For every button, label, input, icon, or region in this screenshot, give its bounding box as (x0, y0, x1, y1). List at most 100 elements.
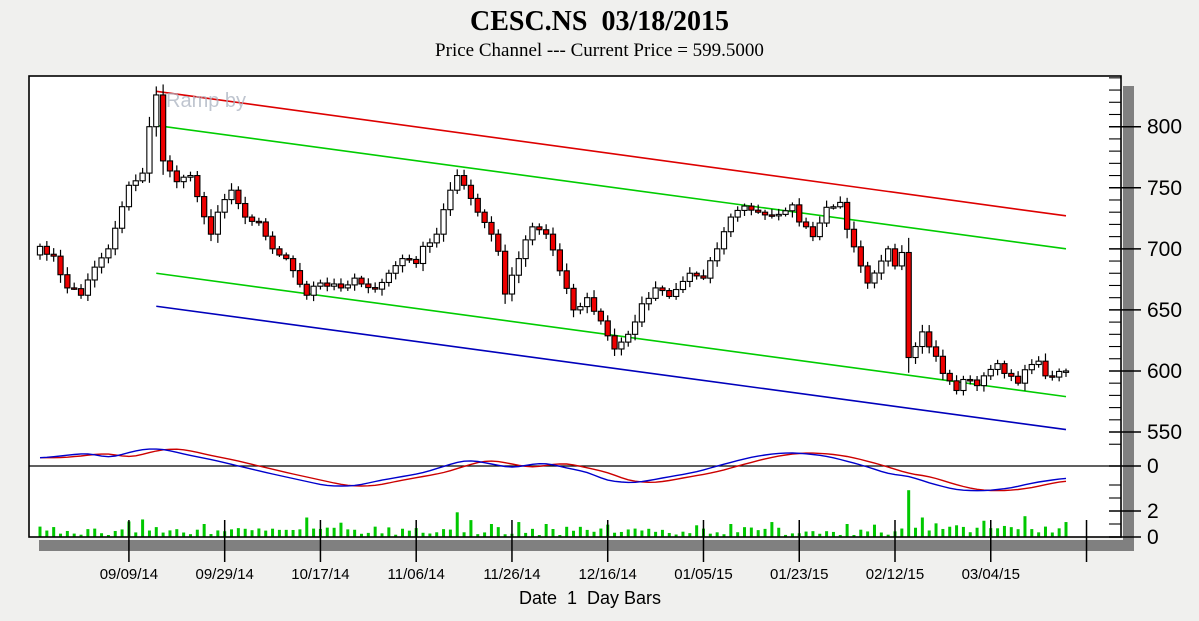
candle-body (242, 202, 249, 218)
candle (406, 254, 413, 263)
chart-title: CESC.NS 03/18/2015 (469, 6, 730, 37)
candle-body (467, 184, 475, 199)
candle (330, 278, 338, 291)
candle (967, 375, 974, 385)
candle-body (618, 341, 625, 350)
candle (980, 372, 988, 392)
candle (112, 220, 119, 256)
oscillator-lines (39, 448, 1067, 492)
volume-bar (578, 526, 582, 537)
volume-bar (100, 533, 104, 537)
candle-body (926, 331, 933, 348)
candle (228, 183, 235, 205)
candle (659, 285, 666, 296)
plot-shadow-bottom (39, 540, 1134, 551)
candle (105, 244, 112, 264)
candle-body (77, 288, 85, 296)
candle-body (611, 335, 618, 350)
volume-bar (455, 512, 459, 537)
candle (679, 276, 687, 293)
candle-body (864, 265, 871, 284)
date-axis-label: 11/06/14 (388, 566, 445, 583)
candle-body (1035, 360, 1042, 366)
candle (789, 202, 796, 218)
date-axis-label: 03/04/15 (962, 566, 1020, 583)
candle-body (522, 239, 529, 260)
candle-body (1001, 363, 1008, 374)
candle (939, 349, 947, 381)
volume-bar (914, 527, 918, 537)
candle (891, 243, 899, 270)
volume-bar (141, 519, 145, 537)
volume-bar (448, 529, 452, 537)
volume-bar (975, 527, 979, 537)
candle-body (64, 274, 71, 289)
candle-body (782, 210, 789, 215)
candle (543, 224, 550, 239)
candle-body (440, 209, 447, 235)
chart-subtitle: Price Channel --- Current Price = 599.50… (435, 40, 764, 61)
volume-bar (380, 533, 384, 537)
volume-bar (353, 529, 357, 537)
candle-body (324, 282, 331, 287)
volume-bar (736, 532, 740, 537)
volume-bar (387, 527, 391, 537)
candle (166, 155, 174, 178)
candle-body (932, 346, 940, 357)
candle (994, 359, 1001, 376)
candle (64, 267, 71, 294)
candle (1035, 356, 1042, 368)
candle-body (71, 287, 78, 290)
volume-bar (106, 534, 110, 537)
candle (207, 209, 215, 242)
candle-body (399, 258, 406, 267)
volume-axis-label: 2 (1147, 500, 1159, 523)
candle-body (146, 126, 153, 174)
candle-body (700, 275, 707, 279)
candle (802, 217, 810, 229)
candle-body (946, 372, 953, 382)
candle (433, 227, 440, 248)
candle-body (351, 277, 358, 286)
candle-body (919, 331, 926, 348)
candle-body (830, 206, 837, 209)
volume-bar (209, 534, 213, 537)
volume-bar (1016, 529, 1020, 537)
date-axis-label: 11/26/14 (483, 566, 540, 583)
candle-body (378, 281, 386, 290)
candle (474, 193, 481, 217)
candle-body (337, 283, 345, 289)
volume-bar (749, 527, 753, 537)
candle-body (775, 213, 782, 217)
volume-bar (886, 534, 890, 537)
candle-body (652, 287, 659, 299)
candle (830, 204, 837, 210)
volume-bar (1037, 532, 1041, 537)
volume-bar (825, 531, 829, 537)
price-axis-label: 700 (1147, 238, 1182, 261)
candle (419, 241, 427, 272)
candle-body (714, 248, 721, 262)
candle-body (939, 355, 947, 374)
candle (823, 200, 830, 227)
candle-body (638, 303, 646, 323)
candle-body (125, 184, 133, 208)
candle-body (392, 265, 399, 274)
volume-bar (394, 534, 398, 537)
candle-body (296, 270, 304, 285)
candle-body (549, 233, 557, 251)
candle-body (734, 209, 741, 218)
volume-bar (619, 531, 623, 537)
candle (850, 221, 858, 253)
volume-bar (59, 533, 63, 537)
volume-bar (325, 527, 329, 537)
candle-body (180, 176, 187, 183)
volume-bar (93, 528, 97, 537)
volume-bar (660, 529, 664, 537)
candle-body (1056, 370, 1063, 378)
candle (734, 206, 741, 222)
volume-bar (476, 534, 480, 537)
candle-body (84, 279, 92, 296)
candle-body (529, 226, 536, 241)
volume-bar (784, 534, 788, 537)
